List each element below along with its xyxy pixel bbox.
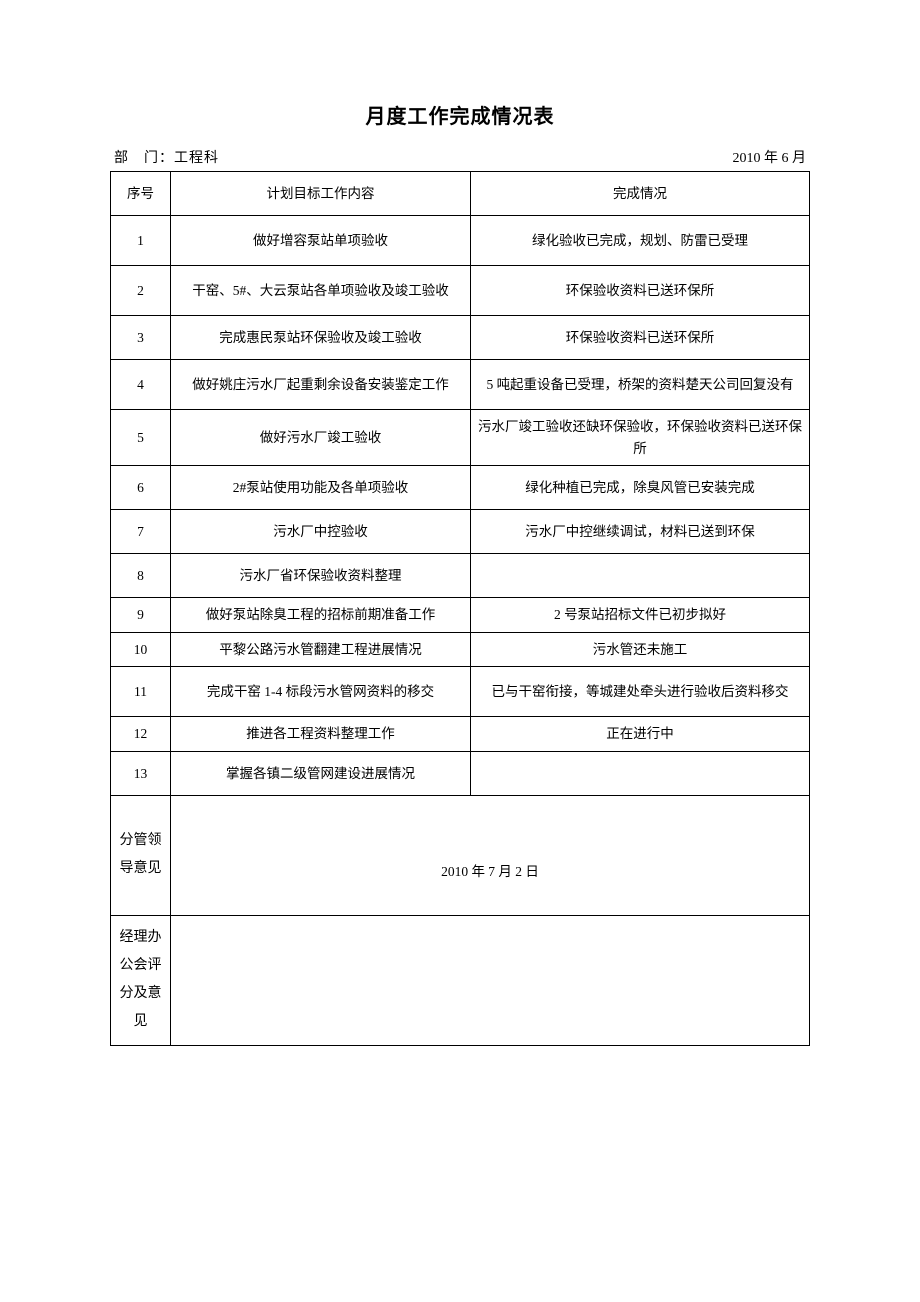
cell-idx: 11 xyxy=(111,667,171,717)
table-header-row: 序号 计划目标工作内容 完成情况 xyxy=(111,172,810,216)
table-row: 8污水厂省环保验收资料整理 xyxy=(111,554,810,598)
cell-plan: 污水厂省环保验收资料整理 xyxy=(171,554,471,598)
leader-opinion-row: 分管领导意见 2010 年 7 月 2 日 xyxy=(111,795,810,915)
table-row: 9做好泵站除臭工程的招标前期准备工作2 号泵站招标文件已初步拟好 xyxy=(111,598,810,633)
cell-plan: 做好增容泵站单项验收 xyxy=(171,216,471,266)
table-row: 13掌握各镇二级管网建设进展情况 xyxy=(111,751,810,795)
cell-plan: 平黎公路污水管翻建工程进展情况 xyxy=(171,632,471,667)
manager-opinion-label: 经理办公会评分及意见 xyxy=(111,915,171,1045)
table-footer: 分管领导意见 2010 年 7 月 2 日 经理办公会评分及意见 xyxy=(111,795,810,1045)
table-row: 3完成惠民泵站环保验收及竣工验收环保验收资料已送环保所 xyxy=(111,316,810,360)
cell-status: 污水管还未施工 xyxy=(471,632,810,667)
cell-plan: 干窑、5#、大云泵站各单项验收及竣工验收 xyxy=(171,266,471,316)
table-row: 62#泵站使用功能及各单项验收绿化种植已完成，除臭风管已安装完成 xyxy=(111,466,810,510)
table-row: 1做好增容泵站单项验收绿化验收已完成，规划、防雷已受理 xyxy=(111,216,810,266)
table-row: 10平黎公路污水管翻建工程进展情况污水管还未施工 xyxy=(111,632,810,667)
dept-value: 工程科 xyxy=(174,151,219,166)
meta-row: 部 门：工程科 2010 年 6 月 xyxy=(110,147,810,171)
cell-status: 2 号泵站招标文件已初步拟好 xyxy=(471,598,810,633)
table-body: 1做好增容泵站单项验收绿化验收已完成，规划、防雷已受理2干窑、5#、大云泵站各单… xyxy=(111,216,810,796)
cell-status xyxy=(471,751,810,795)
table-row: 4做好姚庄污水厂起重剩余设备安装鉴定工作5 吨起重设备已受理，桥架的资料楚天公司… xyxy=(111,360,810,410)
cell-status: 绿化验收已完成，规划、防雷已受理 xyxy=(471,216,810,266)
cell-idx: 8 xyxy=(111,554,171,598)
cell-plan: 掌握各镇二级管网建设进展情况 xyxy=(171,751,471,795)
table-row: 11完成干窑 1-4 标段污水管网资料的移交已与干窑衔接，等城建处牵头进行验收后… xyxy=(111,667,810,717)
cell-plan: 做好污水厂竣工验收 xyxy=(171,410,471,466)
leader-opinion-content: 2010 年 7 月 2 日 xyxy=(171,795,810,915)
cell-status: 绿化种植已完成，除臭风管已安装完成 xyxy=(471,466,810,510)
header-idx: 序号 xyxy=(111,172,171,216)
table-row: 12推进各工程资料整理工作正在进行中 xyxy=(111,717,810,752)
cell-idx: 3 xyxy=(111,316,171,360)
cell-status: 环保验收资料已送环保所 xyxy=(471,266,810,316)
cell-status: 环保验收资料已送环保所 xyxy=(471,316,810,360)
cell-idx: 6 xyxy=(111,466,171,510)
cell-status: 污水厂中控继续调试，材料已送到环保 xyxy=(471,510,810,554)
manager-opinion-content xyxy=(171,915,810,1045)
page-title: 月度工作完成情况表 xyxy=(110,100,810,129)
cell-idx: 5 xyxy=(111,410,171,466)
cell-idx: 12 xyxy=(111,717,171,752)
work-table: 序号 计划目标工作内容 完成情况 1做好增容泵站单项验收绿化验收已完成，规划、防… xyxy=(110,171,810,1046)
header-plan: 计划目标工作内容 xyxy=(171,172,471,216)
cell-status: 已与干窑衔接，等城建处牵头进行验收后资料移交 xyxy=(471,667,810,717)
table-row: 7污水厂中控验收污水厂中控继续调试，材料已送到环保 xyxy=(111,510,810,554)
cell-plan: 2#泵站使用功能及各单项验收 xyxy=(171,466,471,510)
table-row: 2干窑、5#、大云泵站各单项验收及竣工验收环保验收资料已送环保所 xyxy=(111,266,810,316)
cell-idx: 2 xyxy=(111,266,171,316)
leader-opinion-label: 分管领导意见 xyxy=(111,795,171,915)
cell-status: 正在进行中 xyxy=(471,717,810,752)
cell-idx: 7 xyxy=(111,510,171,554)
cell-plan: 做好泵站除臭工程的招标前期准备工作 xyxy=(171,598,471,633)
cell-idx: 10 xyxy=(111,632,171,667)
table-row: 5做好污水厂竣工验收污水厂竣工验收还缺环保验收，环保验收资料已送环保所 xyxy=(111,410,810,466)
cell-idx: 13 xyxy=(111,751,171,795)
cell-plan: 完成惠民泵站环保验收及竣工验收 xyxy=(171,316,471,360)
cell-status: 5 吨起重设备已受理，桥架的资料楚天公司回复没有 xyxy=(471,360,810,410)
leader-opinion-date: 2010 年 7 月 2 日 xyxy=(171,861,809,883)
cell-status: 污水厂竣工验收还缺环保验收，环保验收资料已送环保所 xyxy=(471,410,810,466)
cell-idx: 4 xyxy=(111,360,171,410)
period-date: 2010 年 6 月 xyxy=(733,147,807,167)
cell-idx: 9 xyxy=(111,598,171,633)
manager-opinion-row: 经理办公会评分及意见 xyxy=(111,915,810,1045)
cell-plan: 推进各工程资料整理工作 xyxy=(171,717,471,752)
header-status: 完成情况 xyxy=(471,172,810,216)
cell-status xyxy=(471,554,810,598)
cell-plan: 做好姚庄污水厂起重剩余设备安装鉴定工作 xyxy=(171,360,471,410)
cell-plan: 污水厂中控验收 xyxy=(171,510,471,554)
dept-info: 部 门：工程科 xyxy=(114,147,219,167)
cell-idx: 1 xyxy=(111,216,171,266)
cell-plan: 完成干窑 1-4 标段污水管网资料的移交 xyxy=(171,667,471,717)
dept-label: 部 门： xyxy=(114,151,174,166)
